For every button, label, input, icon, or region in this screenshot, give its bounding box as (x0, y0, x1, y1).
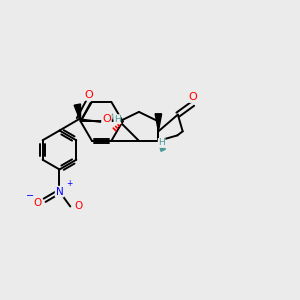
Text: O: O (85, 90, 93, 100)
Text: O: O (33, 198, 41, 208)
Text: N: N (56, 187, 63, 196)
Text: H: H (158, 139, 165, 148)
Text: O: O (74, 202, 83, 212)
Polygon shape (155, 114, 162, 131)
Text: H: H (114, 115, 121, 124)
Text: O: O (102, 114, 111, 124)
Text: +: + (66, 179, 72, 188)
Polygon shape (74, 104, 81, 122)
Text: −: − (26, 191, 34, 201)
Polygon shape (158, 141, 165, 152)
Text: O: O (189, 92, 198, 102)
